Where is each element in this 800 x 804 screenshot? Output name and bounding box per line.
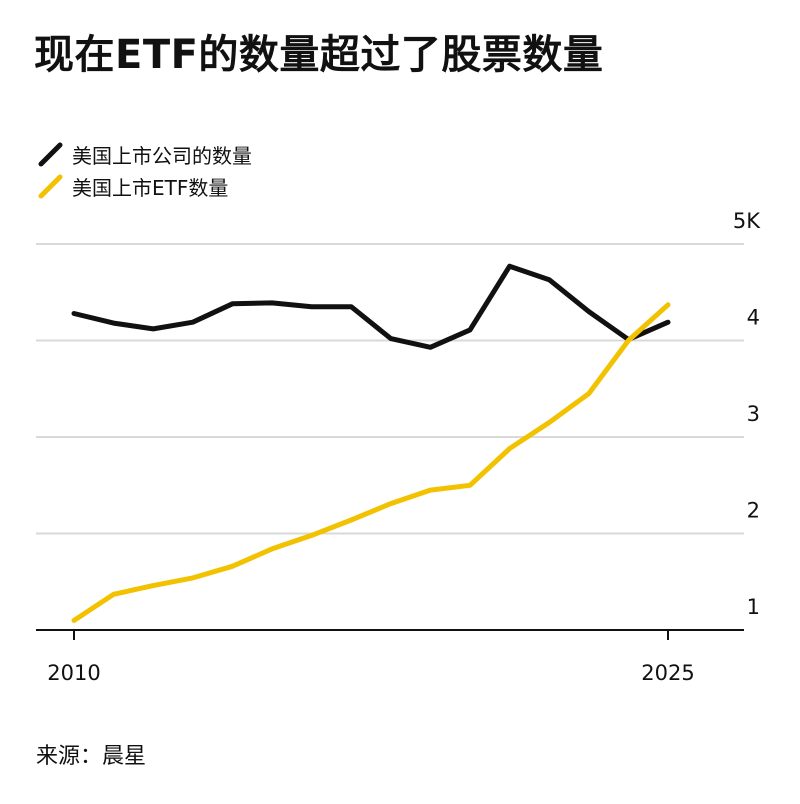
legend-swatch-companies bbox=[38, 142, 63, 167]
legend: 美国上市公司的数量 美国上市ETF数量 bbox=[38, 138, 252, 202]
y-tick-label: 5K bbox=[733, 209, 761, 233]
legend-label-etfs: 美国上市ETF数量 bbox=[72, 175, 229, 200]
legend-swatch-etfs bbox=[38, 174, 63, 199]
legend-label-companies: 美国上市公司的数量 bbox=[72, 143, 252, 168]
legend-swatch-line-etfs bbox=[38, 174, 63, 199]
y-tick-label: 3 bbox=[747, 402, 760, 426]
x-tick-label: 2025 bbox=[641, 661, 694, 685]
x-tick-label: 2010 bbox=[47, 661, 100, 685]
chart-title: 现在ETF的数量超过了股票数量 bbox=[34, 32, 604, 78]
y-tick-label: 1 bbox=[747, 595, 760, 619]
legend-item-etfs: 美国上市ETF数量 bbox=[38, 170, 252, 202]
y-tick-label: 2 bbox=[747, 499, 760, 523]
legend-swatch-line-companies bbox=[38, 142, 63, 167]
series-line-0 bbox=[71, 263, 671, 350]
source-note: 来源：晨星 bbox=[36, 744, 147, 769]
y-tick-label: 4 bbox=[747, 306, 760, 330]
legend-item-companies: 美国上市公司的数量 bbox=[38, 138, 252, 170]
series-line-1 bbox=[71, 302, 671, 623]
